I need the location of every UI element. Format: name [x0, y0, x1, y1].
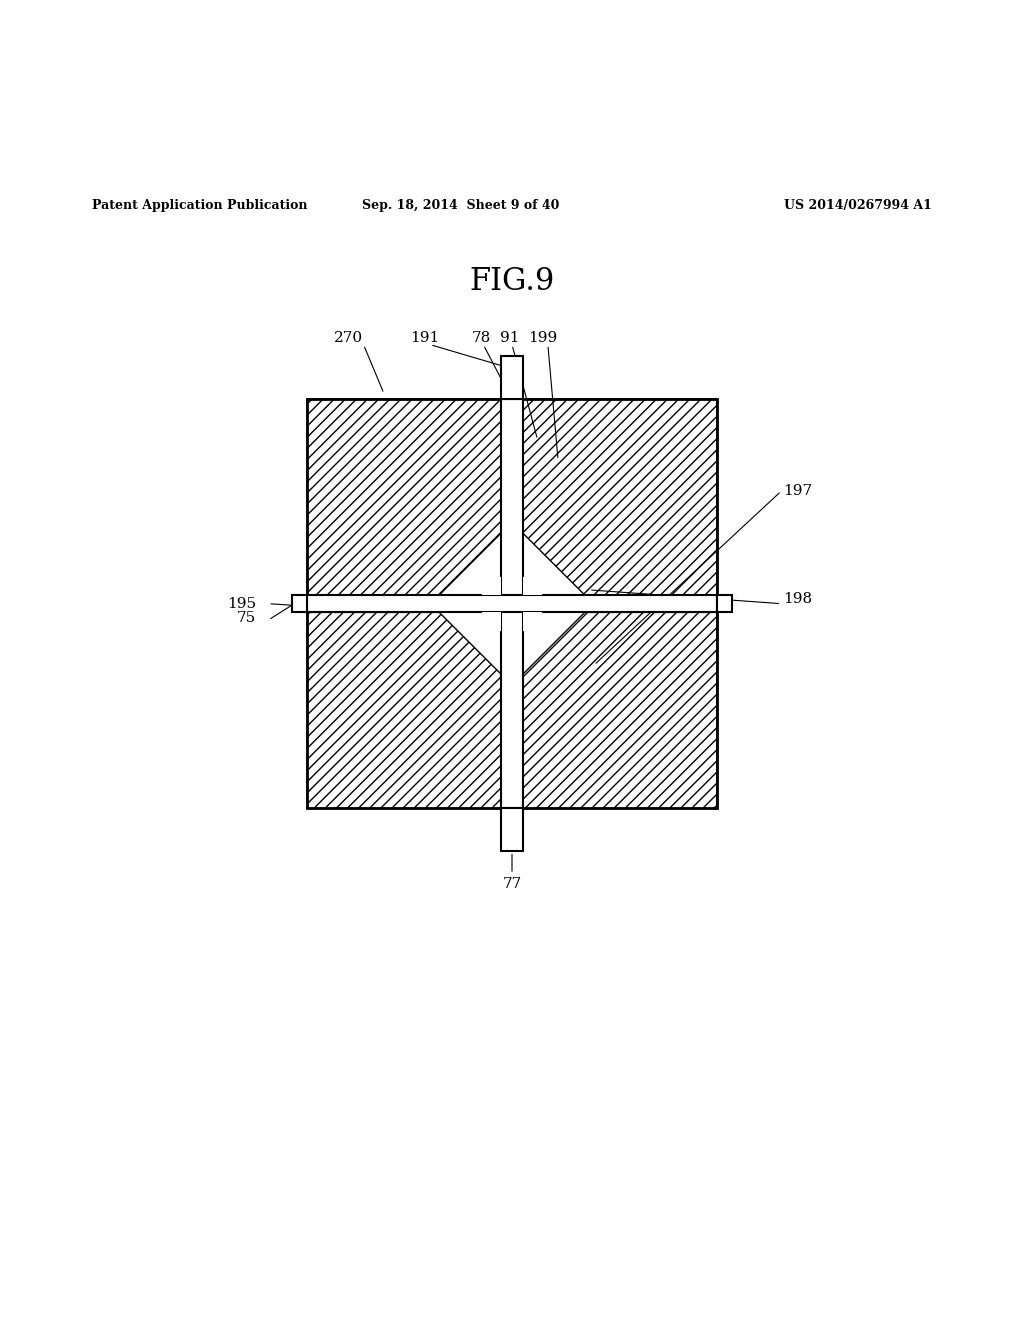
- Text: 197: 197: [783, 484, 812, 498]
- Text: 199: 199: [528, 330, 557, 345]
- Text: 191: 191: [411, 330, 439, 345]
- Text: 195: 195: [227, 597, 256, 611]
- Polygon shape: [523, 399, 717, 595]
- Text: 78: 78: [472, 330, 490, 345]
- Text: 270: 270: [334, 330, 362, 345]
- Bar: [307, 595, 717, 612]
- Text: US 2014/0267994 A1: US 2014/0267994 A1: [784, 199, 932, 211]
- Bar: [501, 356, 523, 399]
- Bar: [501, 808, 523, 851]
- Text: Sep. 18, 2014  Sheet 9 of 40: Sep. 18, 2014 Sheet 9 of 40: [362, 199, 559, 211]
- Bar: [523, 612, 542, 631]
- Bar: [717, 595, 732, 612]
- Bar: [482, 612, 501, 631]
- Polygon shape: [307, 399, 501, 595]
- Bar: [501, 399, 523, 808]
- Bar: [523, 577, 542, 595]
- Bar: [292, 595, 307, 612]
- Text: 198: 198: [783, 591, 812, 606]
- Text: FIG.9: FIG.9: [469, 265, 555, 297]
- Text: 75: 75: [237, 611, 256, 624]
- Polygon shape: [307, 612, 501, 808]
- Text: 91: 91: [500, 330, 520, 345]
- Bar: [307, 399, 717, 808]
- Polygon shape: [523, 612, 717, 808]
- Text: Patent Application Publication: Patent Application Publication: [92, 199, 307, 211]
- Bar: [482, 577, 501, 595]
- Text: 77: 77: [503, 876, 521, 891]
